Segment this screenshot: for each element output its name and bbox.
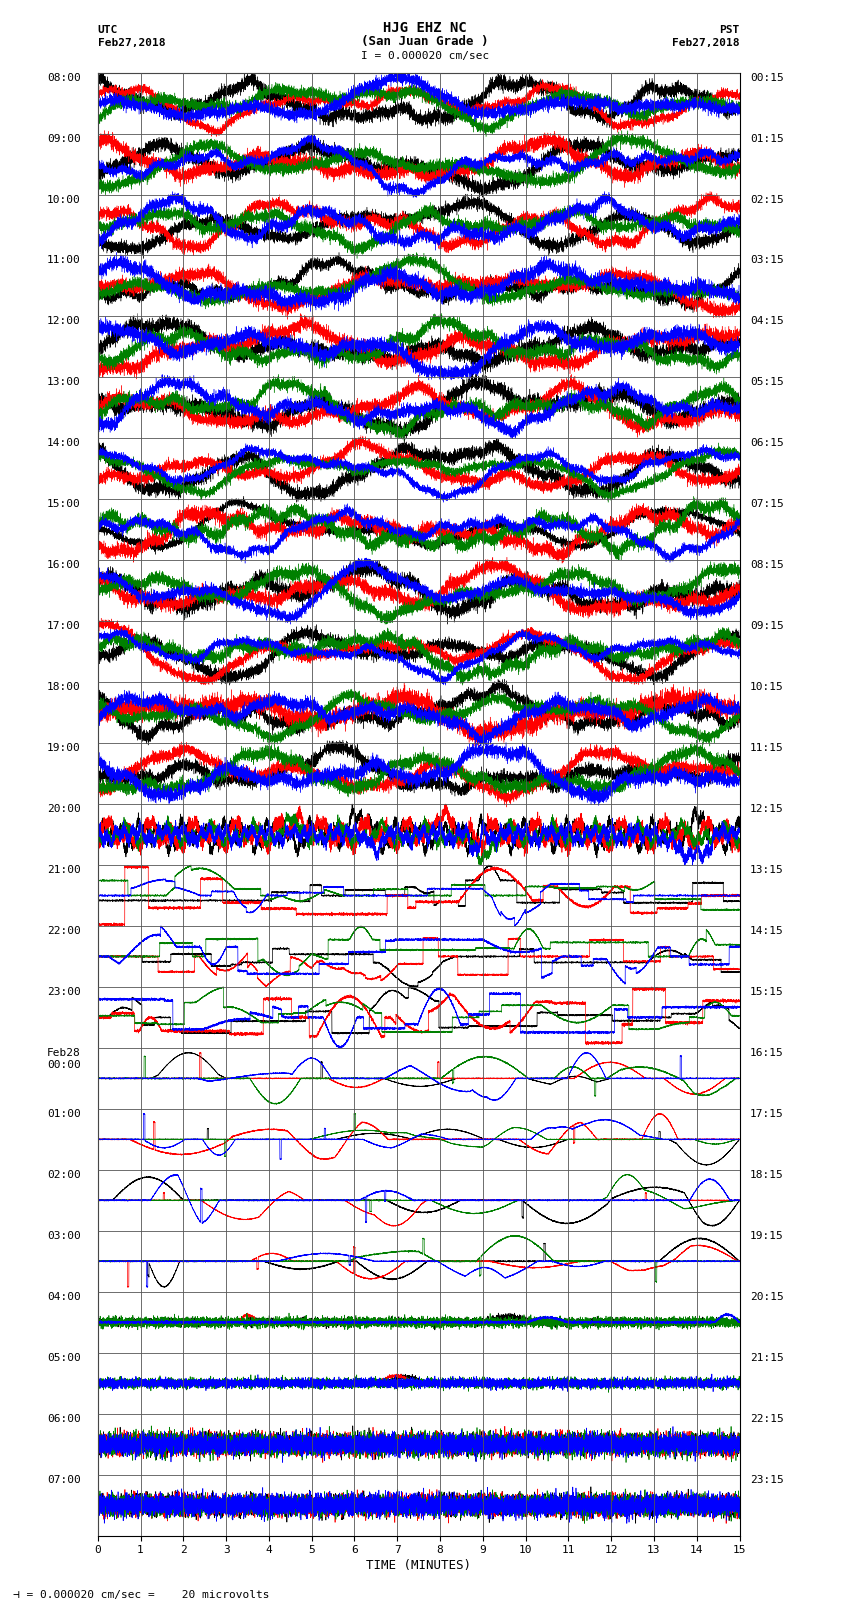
Text: 21:00: 21:00 bbox=[47, 865, 81, 874]
Text: 17:15: 17:15 bbox=[751, 1108, 784, 1119]
Text: 18:15: 18:15 bbox=[751, 1169, 784, 1179]
Text: 16:15: 16:15 bbox=[751, 1048, 784, 1058]
Text: 00:15: 00:15 bbox=[751, 73, 784, 82]
Text: 06:00: 06:00 bbox=[47, 1413, 81, 1424]
Text: 19:00: 19:00 bbox=[47, 744, 81, 753]
Text: 18:00: 18:00 bbox=[47, 682, 81, 692]
Text: 01:00: 01:00 bbox=[47, 1108, 81, 1119]
Text: 06:15: 06:15 bbox=[751, 439, 784, 448]
Text: 13:00: 13:00 bbox=[47, 377, 81, 387]
Text: 13:15: 13:15 bbox=[751, 865, 784, 874]
Text: Feb27,2018: Feb27,2018 bbox=[98, 37, 165, 47]
Text: PST: PST bbox=[719, 24, 740, 35]
Text: HJG EHZ NC: HJG EHZ NC bbox=[383, 21, 467, 35]
Text: 20:00: 20:00 bbox=[47, 805, 81, 815]
Text: 12:00: 12:00 bbox=[47, 316, 81, 326]
Text: 05:15: 05:15 bbox=[751, 377, 784, 387]
Text: 21:15: 21:15 bbox=[751, 1353, 784, 1363]
Text: 09:00: 09:00 bbox=[47, 134, 81, 144]
Text: 05:00: 05:00 bbox=[47, 1353, 81, 1363]
Text: 22:00: 22:00 bbox=[47, 926, 81, 936]
Text: 02:00: 02:00 bbox=[47, 1169, 81, 1179]
Text: 04:00: 04:00 bbox=[47, 1292, 81, 1302]
Text: (San Juan Grade ): (San Juan Grade ) bbox=[361, 34, 489, 47]
Text: 16:00: 16:00 bbox=[47, 560, 81, 571]
Text: 08:15: 08:15 bbox=[751, 560, 784, 571]
Text: 07:15: 07:15 bbox=[751, 500, 784, 510]
Text: 11:15: 11:15 bbox=[751, 744, 784, 753]
Text: 23:00: 23:00 bbox=[47, 987, 81, 997]
Text: 04:15: 04:15 bbox=[751, 316, 784, 326]
Text: 08:00: 08:00 bbox=[47, 73, 81, 82]
Text: 10:00: 10:00 bbox=[47, 195, 81, 205]
Text: 01:15: 01:15 bbox=[751, 134, 784, 144]
Text: 07:00: 07:00 bbox=[47, 1474, 81, 1484]
Text: 09:15: 09:15 bbox=[751, 621, 784, 631]
Text: 23:15: 23:15 bbox=[751, 1474, 784, 1484]
Text: 15:15: 15:15 bbox=[751, 987, 784, 997]
Text: 19:15: 19:15 bbox=[751, 1231, 784, 1240]
Text: 14:15: 14:15 bbox=[751, 926, 784, 936]
Text: 03:00: 03:00 bbox=[47, 1231, 81, 1240]
Text: 10:15: 10:15 bbox=[751, 682, 784, 692]
Text: 12:15: 12:15 bbox=[751, 805, 784, 815]
Text: ⊣ = 0.000020 cm/sec =    20 microvolts: ⊣ = 0.000020 cm/sec = 20 microvolts bbox=[13, 1590, 269, 1600]
Text: 22:15: 22:15 bbox=[751, 1413, 784, 1424]
Text: 02:15: 02:15 bbox=[751, 195, 784, 205]
X-axis label: TIME (MINUTES): TIME (MINUTES) bbox=[366, 1560, 471, 1573]
Text: 03:15: 03:15 bbox=[751, 255, 784, 266]
Text: I = 0.000020 cm/sec: I = 0.000020 cm/sec bbox=[361, 52, 489, 61]
Text: 17:00: 17:00 bbox=[47, 621, 81, 631]
Text: 14:00: 14:00 bbox=[47, 439, 81, 448]
Text: Feb28
00:00: Feb28 00:00 bbox=[47, 1048, 81, 1069]
Text: 20:15: 20:15 bbox=[751, 1292, 784, 1302]
Text: 15:00: 15:00 bbox=[47, 500, 81, 510]
Text: 11:00: 11:00 bbox=[47, 255, 81, 266]
Text: Feb27,2018: Feb27,2018 bbox=[672, 37, 740, 47]
Text: UTC: UTC bbox=[98, 24, 118, 35]
